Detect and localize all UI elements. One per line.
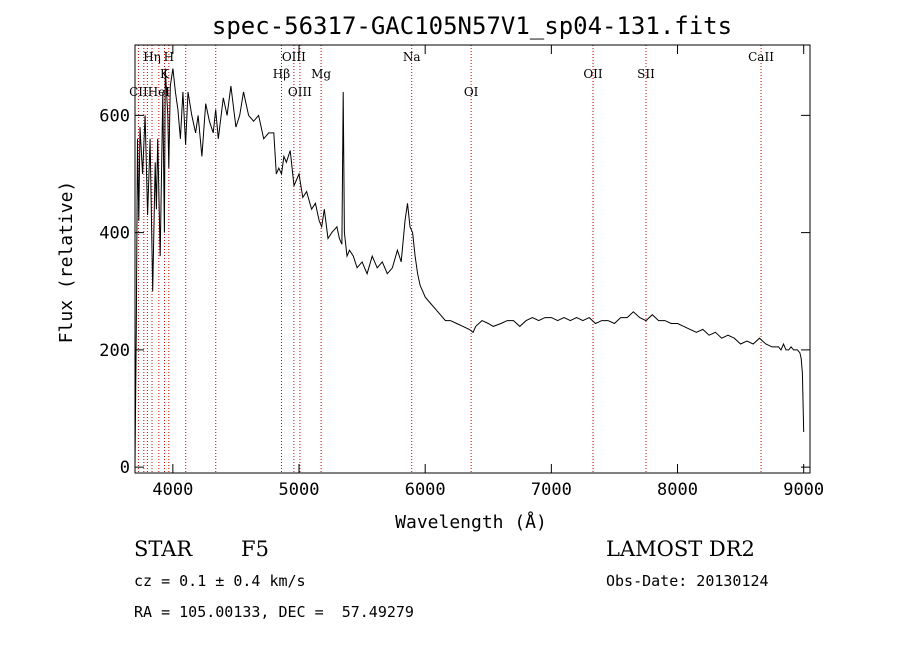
line-marker-label: SII <box>637 67 655 81</box>
x-tick-label: 9000 <box>783 480 824 500</box>
line-marker-label: K <box>160 67 170 81</box>
coordinates: RA = 105.00133, DEC = 57.49279 <box>134 603 414 621</box>
plot-area: 4000 5000 6000 7000 8000 90000200400600CIIHηH… <box>99 44 824 500</box>
object-subclass: F5 <box>241 537 269 561</box>
line-marker-label: OIII <box>288 85 312 99</box>
line-marker-label: CaII <box>748 50 774 64</box>
line-marker-label: OII <box>583 67 603 81</box>
x-tick-label: 8000 <box>657 480 698 500</box>
spectrum-line <box>134 68 805 468</box>
x-tick-label: 5000 <box>279 480 320 500</box>
object-class: STAR <box>134 537 193 561</box>
survey-name: LAMOST DR2 <box>606 537 755 561</box>
line-marker-label: Na <box>403 50 421 64</box>
line-marker-label: H <box>164 50 174 64</box>
line-marker-label: CII <box>129 85 148 99</box>
y-axis-label: Flux (relative) <box>56 181 77 344</box>
x-tick-label: 4000 <box>152 480 193 500</box>
x-tick-label: 7000 <box>531 480 572 500</box>
x-axis-label: Wavelength (Å) <box>395 511 547 533</box>
line-marker-label: OI <box>464 85 479 99</box>
line-marker-label: Hβ <box>273 67 290 81</box>
y-tick-label: 0 <box>120 458 130 478</box>
x-tick-label: 6000 <box>405 480 446 500</box>
line-marker-label: HeI <box>148 85 171 99</box>
redshift-info: cz = 0.1 ± 0.4 km/s <box>134 572 306 590</box>
obs-date: Obs-Date: 20130124 <box>606 572 769 590</box>
y-tick-label: 600 <box>99 106 130 126</box>
plot-frame <box>134 44 811 474</box>
chart-title: spec-56317-GAC105N57V1_sp04-131.fits <box>212 12 732 40</box>
line-marker-label: OIII <box>282 50 306 64</box>
line-marker-label: Mg <box>311 67 331 81</box>
line-marker-label: Hη <box>143 50 161 64</box>
y-tick-label: 200 <box>99 341 130 361</box>
y-tick-label: 400 <box>99 224 130 244</box>
